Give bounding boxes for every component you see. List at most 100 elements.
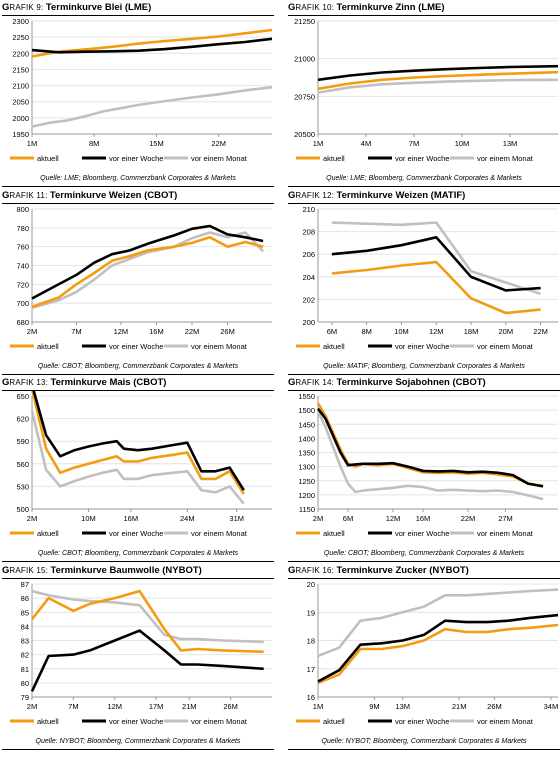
series-line-vor-einem-monat xyxy=(331,221,542,296)
x-tick-label: 2M xyxy=(27,514,37,523)
y-tick-label: 720 xyxy=(16,280,29,289)
chart-panel-4: GRAFIK 12: Terminkurve Weizen (MATIF) 200… xyxy=(288,190,560,380)
title-figure-label: RAFIK 11: xyxy=(9,191,50,200)
title-text: Terminkurve Weizen (CBOT) xyxy=(49,190,178,201)
y-tick-label: 680 xyxy=(16,318,29,327)
chart-svg: 16 17 18 19 20 1M 9M 13M 21M 26M 34M aktuell vor ein… xyxy=(296,580,559,726)
series-line-aktuell xyxy=(331,260,541,315)
x-tick-label: 26M xyxy=(223,702,238,711)
bottom-rule xyxy=(288,374,560,375)
series-line-aktuell xyxy=(317,623,559,685)
y-tick-label: 84 xyxy=(21,622,29,631)
legend-label: vor einem Monat xyxy=(477,154,534,163)
source-note: Quelle: CBOT; Bloomberg, Commerzbank Cor… xyxy=(37,363,239,370)
title-text: Terminkurve Baumwolle (NYBOT) xyxy=(50,565,202,576)
y-tick-label: 590 xyxy=(16,437,29,446)
legend-label: vor einer Woche xyxy=(109,529,163,538)
y-tick-label: 1550 xyxy=(298,392,315,401)
x-tick-label: 8M xyxy=(361,327,371,336)
y-tick-label: 16 xyxy=(307,693,315,702)
y-tick-label: 560 xyxy=(16,460,29,469)
series-line-aktuell xyxy=(30,589,264,654)
title-prefix: G xyxy=(288,565,296,576)
series-line-vor-einer-woche xyxy=(317,64,559,82)
x-tick-label: 13M xyxy=(503,139,518,148)
x-tick-label: 21M xyxy=(182,702,197,711)
series-line-aktuell xyxy=(31,236,264,309)
y-tick-label: 2100 xyxy=(12,82,29,91)
chart-svg: 200 202 204 206 208 210 6M 8M 10M 12M 18M 20M 22M akt… xyxy=(296,205,558,351)
y-tick-label: 650 xyxy=(16,392,29,401)
y-tick-label: 82 xyxy=(21,651,29,660)
legend-label: vor einem Monat xyxy=(191,717,248,726)
title-figure-label: RAFIK 10: xyxy=(295,3,337,12)
bottom-rule xyxy=(2,749,274,750)
y-tick-label: 2150 xyxy=(12,65,29,74)
y-tick-label: 86 xyxy=(21,594,29,603)
series-line-vor-einem-monat xyxy=(31,231,265,310)
y-tick-label: 200 xyxy=(302,318,315,327)
series-line-aktuell xyxy=(31,391,245,495)
x-tick-label: 24M xyxy=(180,514,195,523)
x-tick-label: 26M xyxy=(487,702,502,711)
x-tick-label: 10M xyxy=(455,139,470,148)
title-text: Terminkurve Blei (LME) xyxy=(45,2,152,13)
title-figure-label: RAFIK 12: xyxy=(295,191,337,200)
y-tick-label: 81 xyxy=(21,665,29,674)
series-line-vor-einem-monat xyxy=(31,85,273,128)
chart-panel-7: GRAFIK 15: Terminkurve Baumwolle (NYBOT)… xyxy=(2,565,274,755)
title-rule xyxy=(288,390,560,391)
chart-title: GRAFIK 11: Terminkurve Weizen (CBOT) xyxy=(2,190,177,201)
chart-title: GRAFIK 12: Terminkurve Weizen (MATIF) xyxy=(288,190,465,201)
x-tick-label: 17M xyxy=(149,702,164,711)
y-tick-label: 208 xyxy=(302,228,315,237)
x-tick-label: 26M xyxy=(220,327,235,336)
legend-label: aktuell xyxy=(323,342,345,351)
title-rule xyxy=(288,203,560,204)
source-note: Quelle: MATIF; Bloomberg, Commerzbank Co… xyxy=(323,363,525,370)
source-note: Quelle: LME; Bloomberg, Commerzbank Corp… xyxy=(326,175,522,182)
x-tick-label: 13M xyxy=(395,702,410,711)
legend-label: vor einem Monat xyxy=(191,529,248,538)
bottom-rule xyxy=(2,374,274,375)
y-tick-label: 19 xyxy=(307,608,315,617)
title-figure-label: RAFIK 13: xyxy=(9,378,51,387)
chart-svg: 20500 20750 21000 21250 1M 4M 7M 10M 13M aktuell v… xyxy=(294,17,559,163)
y-tick-label: 20 xyxy=(307,580,315,589)
y-tick-label: 80 xyxy=(21,679,29,688)
series-line-vor-einem-monat xyxy=(31,589,264,644)
source-note: Quelle: NYBOT; Bloomberg, Commerzbank Co… xyxy=(35,738,241,745)
title-text: Terminkurve Zucker (NYBOT) xyxy=(336,565,469,576)
title-rule xyxy=(288,15,560,16)
title-figure-label: RAFIK 15: xyxy=(9,566,51,575)
y-tick-label: 17 xyxy=(307,665,315,674)
y-tick-label: 87 xyxy=(21,580,29,589)
chart-title: GRAFIK 9: Terminkurve Blei (LME) xyxy=(2,2,151,13)
x-tick-label: 9M xyxy=(369,702,379,711)
y-tick-label: 204 xyxy=(302,273,315,282)
y-tick-label: 79 xyxy=(21,693,29,702)
legend-label: vor einem Monat xyxy=(477,717,534,726)
series-line-vor-einer-woche xyxy=(31,37,273,54)
x-tick-label: 10M xyxy=(394,327,409,336)
chart-svg: 79 80 81 82 83 84 85 86 87 2M 7M 12M 17M 21M 26M aktuel… xyxy=(10,580,272,726)
y-tick-label: 21000 xyxy=(294,55,315,64)
x-tick-label: 12M xyxy=(107,702,122,711)
title-text: Terminkurve Mais (CBOT) xyxy=(50,377,167,388)
y-tick-label: 1500 xyxy=(298,406,315,415)
title-prefix: G xyxy=(288,377,296,388)
y-tick-label: 1450 xyxy=(298,420,315,429)
x-tick-label: 22M xyxy=(533,327,548,336)
y-tick-label: 800 xyxy=(16,205,29,214)
chart-panel-1: GRAFIK 9: Terminkurve Blei (LME) 1950 2000… xyxy=(2,2,274,192)
y-tick-label: 210 xyxy=(302,205,315,214)
y-tick-label: 740 xyxy=(16,262,29,271)
series-line-vor-einer-woche xyxy=(30,629,264,692)
legend-label: vor einem Monat xyxy=(477,342,534,351)
legend-label: vor einer Woche xyxy=(395,529,449,538)
bottom-rule xyxy=(288,561,560,562)
legend-label: vor einer Woche xyxy=(395,154,449,163)
y-tick-label: 1300 xyxy=(298,463,315,472)
y-tick-label: 1400 xyxy=(298,434,315,443)
title-text: Terminkurve Sojabohnen (CBOT) xyxy=(336,377,486,388)
